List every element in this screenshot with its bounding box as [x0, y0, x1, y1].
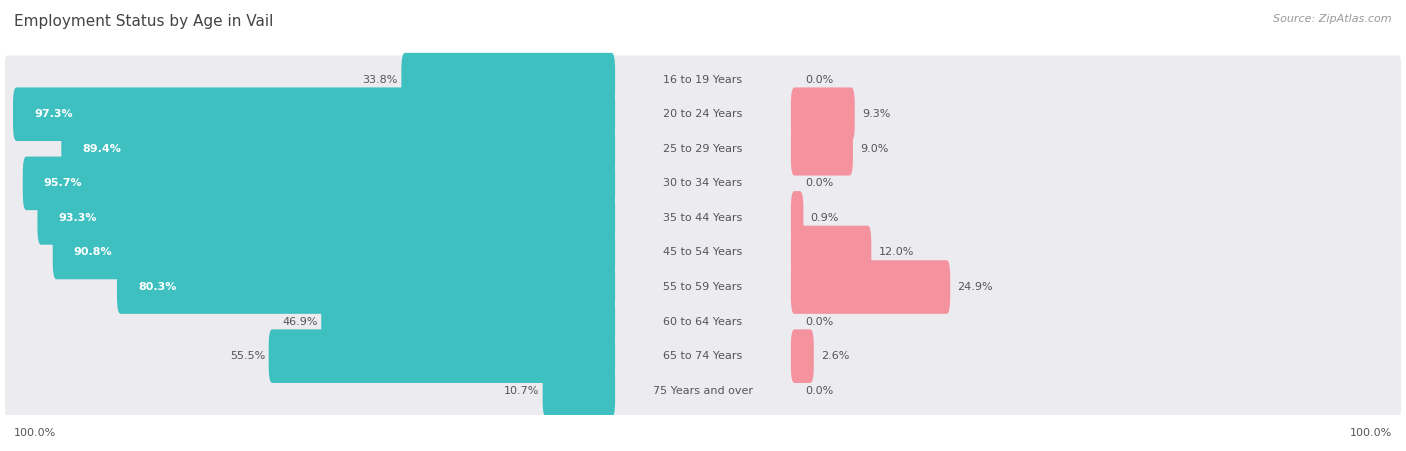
- FancyBboxPatch shape: [6, 297, 1400, 348]
- Text: 60 to 64 Years: 60 to 64 Years: [664, 317, 742, 327]
- Text: 16 to 19 Years: 16 to 19 Years: [664, 75, 742, 85]
- Text: 46.9%: 46.9%: [283, 317, 318, 327]
- Text: 24.9%: 24.9%: [957, 282, 993, 292]
- FancyBboxPatch shape: [269, 329, 616, 383]
- Text: 75 Years and over: 75 Years and over: [652, 386, 754, 396]
- Text: 95.7%: 95.7%: [44, 178, 83, 189]
- FancyBboxPatch shape: [6, 263, 1400, 313]
- FancyBboxPatch shape: [6, 90, 1400, 140]
- FancyBboxPatch shape: [543, 364, 616, 418]
- Text: 25 to 29 Years: 25 to 29 Years: [664, 144, 742, 154]
- FancyBboxPatch shape: [13, 87, 616, 141]
- Text: 33.8%: 33.8%: [363, 75, 398, 85]
- Text: 100.0%: 100.0%: [1350, 428, 1392, 438]
- Text: 0.0%: 0.0%: [806, 75, 834, 85]
- FancyBboxPatch shape: [62, 122, 616, 175]
- Text: 9.0%: 9.0%: [860, 144, 889, 154]
- FancyBboxPatch shape: [6, 228, 1400, 278]
- Text: 55.5%: 55.5%: [231, 351, 266, 361]
- Text: 65 to 74 Years: 65 to 74 Years: [664, 351, 742, 361]
- FancyBboxPatch shape: [790, 122, 853, 175]
- FancyBboxPatch shape: [6, 159, 1400, 209]
- FancyBboxPatch shape: [790, 191, 803, 245]
- Text: 80.3%: 80.3%: [138, 282, 176, 292]
- FancyBboxPatch shape: [6, 55, 1400, 106]
- Text: 97.3%: 97.3%: [34, 109, 73, 119]
- FancyBboxPatch shape: [53, 226, 616, 279]
- FancyBboxPatch shape: [22, 156, 616, 210]
- Text: 20 to 24 Years: 20 to 24 Years: [664, 109, 742, 119]
- Text: 30 to 34 Years: 30 to 34 Years: [664, 178, 742, 189]
- FancyBboxPatch shape: [321, 295, 616, 348]
- Text: Source: ZipAtlas.com: Source: ZipAtlas.com: [1274, 14, 1392, 23]
- FancyBboxPatch shape: [790, 226, 872, 279]
- Text: 0.0%: 0.0%: [806, 178, 834, 189]
- FancyBboxPatch shape: [38, 191, 616, 245]
- FancyBboxPatch shape: [790, 329, 814, 383]
- Text: 89.4%: 89.4%: [83, 144, 121, 154]
- FancyBboxPatch shape: [6, 332, 1400, 382]
- FancyBboxPatch shape: [6, 124, 1400, 175]
- Text: 12.0%: 12.0%: [879, 248, 914, 258]
- Text: 35 to 44 Years: 35 to 44 Years: [664, 213, 742, 223]
- Text: 0.9%: 0.9%: [810, 213, 839, 223]
- Text: 55 to 59 Years: 55 to 59 Years: [664, 282, 742, 292]
- Text: Employment Status by Age in Vail: Employment Status by Age in Vail: [14, 14, 273, 28]
- FancyBboxPatch shape: [790, 87, 855, 141]
- FancyBboxPatch shape: [117, 260, 616, 314]
- FancyBboxPatch shape: [6, 193, 1400, 244]
- FancyBboxPatch shape: [401, 53, 616, 106]
- FancyBboxPatch shape: [6, 367, 1400, 417]
- Text: 0.0%: 0.0%: [806, 386, 834, 396]
- Text: 10.7%: 10.7%: [503, 386, 538, 396]
- Text: 9.3%: 9.3%: [862, 109, 890, 119]
- Text: 2.6%: 2.6%: [821, 351, 849, 361]
- Text: 93.3%: 93.3%: [59, 213, 97, 223]
- Text: 45 to 54 Years: 45 to 54 Years: [664, 248, 742, 258]
- Text: 100.0%: 100.0%: [14, 428, 56, 438]
- Text: 0.0%: 0.0%: [806, 317, 834, 327]
- FancyBboxPatch shape: [790, 260, 950, 314]
- Text: 90.8%: 90.8%: [75, 248, 112, 258]
